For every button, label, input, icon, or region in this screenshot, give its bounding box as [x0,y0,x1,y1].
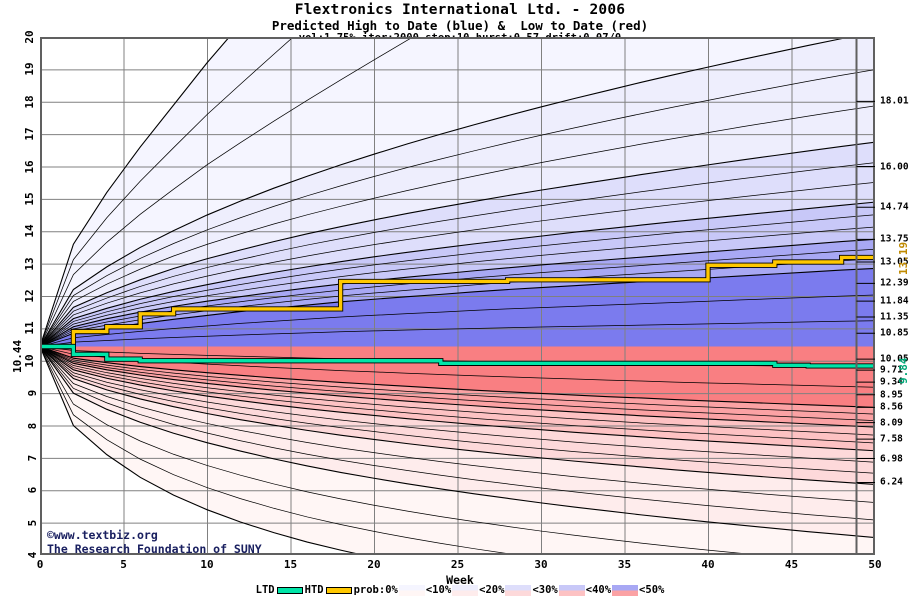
y-tick-16: 16 [22,159,36,174]
legend-band-text-5: <50% [639,584,665,596]
y-tick-5: 5 [26,519,40,526]
legend-band-text-2: <20% [479,584,505,596]
right-label-8.56: 8.56 [880,401,903,413]
y-tick-12: 12 [22,289,36,303]
right-label-10.05: 10.05 [880,353,909,365]
right-label-12.39: 12.39 [880,277,909,289]
right-label-9.34: 9.34 [880,376,903,388]
right-label-10.85: 10.85 [880,327,909,339]
y-tick-18: 18 [22,95,36,109]
legend-band-swatch-4 [558,584,585,596]
copyright-credit: ©www.textbiz.org The Research Foundation… [47,528,262,556]
plot-area [40,37,875,555]
y-tick-11: 11 [22,321,36,335]
x-tick-5: 5 [120,558,127,571]
legend-ltd-label: LTD [255,584,275,596]
right-label-6.24: 6.24 [880,476,903,488]
y-tick-15: 15 [22,192,36,206]
x-tick-20: 20 [367,558,381,571]
legend-ltd-swatch [276,586,303,594]
right-label-7.58: 7.58 [880,433,903,445]
y-tick-8: 8 [26,422,40,429]
legend-band-5: <50% [611,584,664,596]
legend-band-2: <20% [451,584,504,596]
x-tick-45: 45 [784,558,799,571]
legend-prob-label: prob:0% [353,584,398,596]
legend-band-text-1: <10% [425,584,452,596]
right-label-9.71: 9.71 [880,364,903,376]
y-tick-7: 7 [26,454,40,462]
x-tick-30: 30 [534,558,548,571]
legend-band-3: <30% [504,584,558,596]
x-tick-25: 25 [450,558,465,571]
right-label-13.05: 13.05 [880,256,909,268]
htd-end-label: 13.19 [897,242,910,276]
right-label-11.84: 11.84 [880,295,909,307]
y-tick-13: 13 [22,257,36,271]
y-tick-6: 6 [26,486,40,494]
y-tick-14: 14 [22,224,36,238]
y-tick-19: 19 [22,62,36,76]
x-tick-15: 15 [283,558,298,571]
legend-htd-swatch [325,586,352,594]
right-label-8.95: 8.95 [880,389,903,401]
legend-band-1: <10% [398,584,451,596]
right-label-14.74: 14.74 [880,201,909,213]
legend-band-swatch-1 [398,584,425,596]
credit-line-1: ©www.textbiz.org [47,528,158,542]
right-label-16.00: 16.00 [880,161,909,172]
chart-legend: LTD HTD prob:0% <10% <20% <30% <40% <50% [0,584,920,596]
chart-subtitle: Predicted High to Date (blue) & Low to D… [271,18,649,33]
legend-band-swatch-5 [612,584,639,596]
x-tick-40: 40 [701,558,715,571]
x-tick-35: 35 [617,558,632,571]
y-tick-20: 20 [22,30,36,44]
y-tick-10: 10 [22,354,36,368]
right-label-11.35: 11.35 [880,311,909,323]
legend-band-swatch-3 [505,584,532,596]
right-label-13.75: 13.75 [880,233,909,245]
y-tick-9: 9 [26,389,40,397]
right-label-18.01: 18.01 [880,95,909,107]
legend-band-4: <40% [558,584,611,596]
y-tick-17: 17 [22,127,36,141]
legend-band-swatch-2 [452,584,479,596]
right-label-8.09: 8.09 [880,417,903,429]
x-tick-0: 0 [36,558,44,571]
right-label-6.98: 6.98 [880,453,903,465]
x-axis-label: Week [446,573,474,587]
start-price-label: 10.44 [11,339,24,373]
chart-canvas [40,37,875,555]
legend-band-text-3: <30% [532,584,558,596]
credit-line-2: The Research Foundation of SUNY [47,542,262,556]
chart-title: Flextronics International Ltd. - 2006 [294,2,626,18]
x-tick-50: 50 [868,558,882,571]
legend-band-text-4: <40% [585,584,612,596]
x-tick-10: 10 [200,558,214,571]
legend-htd-label: HTD [304,584,324,596]
ltd-end-label: 9.84 [897,357,910,384]
